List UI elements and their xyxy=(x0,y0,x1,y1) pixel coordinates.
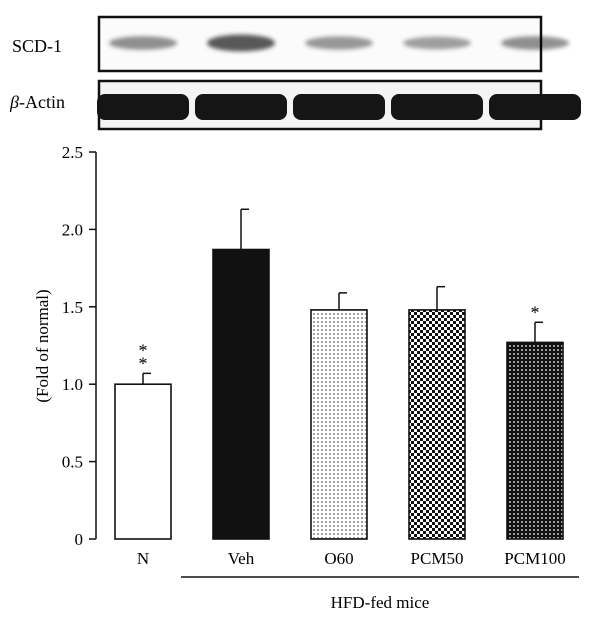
blot-band-scd1 xyxy=(109,36,177,50)
x-tick-label: PCM50 xyxy=(411,549,464,568)
bar-veh xyxy=(212,248,270,540)
blot-band-actin xyxy=(489,94,581,120)
x-tick-label: PCM100 xyxy=(504,549,565,568)
x-tick-label: N xyxy=(137,549,149,568)
blot-bands-scd1 xyxy=(109,34,569,52)
bars: *** xyxy=(114,208,564,540)
bar-o60 xyxy=(310,309,368,540)
y-tick-label: 0.5 xyxy=(62,453,83,472)
group-label: HFD-fed mice xyxy=(331,593,430,612)
significance-marker: * xyxy=(139,340,148,360)
blot-label-actin-name: -Actin xyxy=(19,92,65,112)
blot-band-scd1 xyxy=(403,36,471,50)
blot-scd1: SCD-1 xyxy=(12,15,569,73)
blot-band-actin xyxy=(97,94,189,120)
x-tick-label: O60 xyxy=(324,549,353,568)
blot-band-scd1 xyxy=(305,36,373,50)
blot-band-scd1 xyxy=(501,36,569,50)
x-axis-labels: N Veh O60 PCM50 PCM100 xyxy=(137,549,566,568)
blot-actin: β-Actin xyxy=(9,79,581,131)
blot-label-actin-greek: β xyxy=(9,92,19,112)
blot-label-actin: β-Actin xyxy=(9,92,65,112)
y-axis-ticks: 0 0.5 1.0 1.5 2.0 2.5 xyxy=(62,143,96,549)
bar-pcm100 xyxy=(506,341,564,540)
bar-n xyxy=(114,383,172,540)
bar-pcm50 xyxy=(408,309,466,540)
y-tick-label: 2.0 xyxy=(62,220,83,239)
blot-label-scd1: SCD-1 xyxy=(12,36,62,56)
blot-band-actin xyxy=(195,94,287,120)
y-tick-label: 2.5 xyxy=(62,143,83,162)
y-tick-label: 1.5 xyxy=(62,298,83,317)
blot-band-scd1 xyxy=(207,34,275,52)
significance-marker: * xyxy=(139,353,148,373)
blot-band-actin xyxy=(293,94,385,120)
x-tick-label: Veh xyxy=(228,549,255,568)
y-tick-label: 0 xyxy=(75,530,84,549)
blot-bands-actin xyxy=(97,94,581,120)
significance-marker: * xyxy=(531,302,540,322)
y-axis-label: (Fold of normal) xyxy=(33,289,52,402)
y-tick-label: 1.0 xyxy=(62,375,83,394)
blot-band-actin xyxy=(391,94,483,120)
